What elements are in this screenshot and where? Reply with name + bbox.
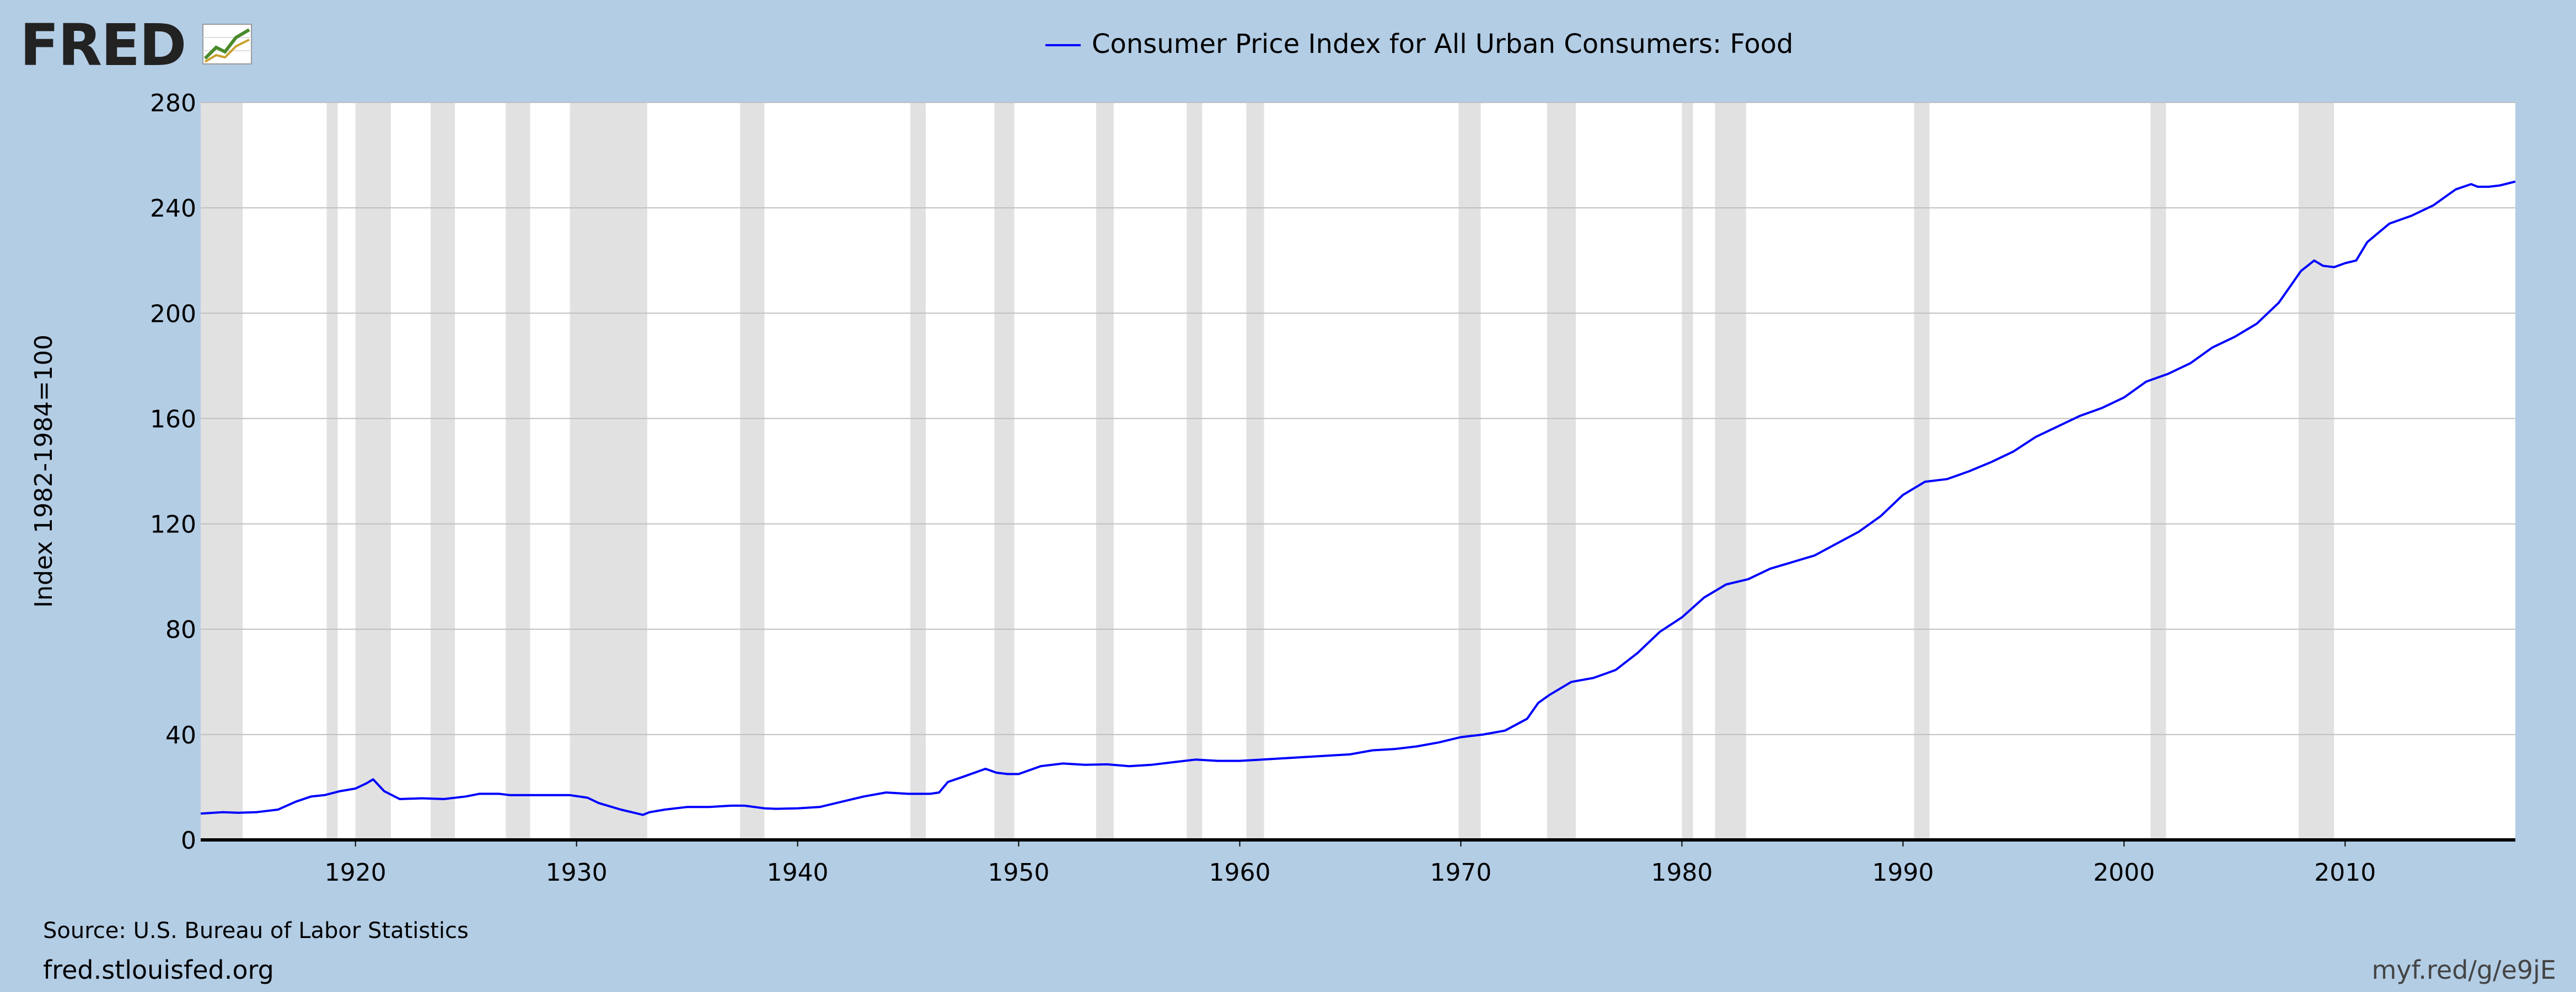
recession-band: [355, 103, 391, 840]
recession-band: [910, 103, 926, 840]
recession-band: [201, 103, 243, 840]
fred-logo-text: FRED: [20, 12, 186, 79]
x-tick-label: 1920: [325, 859, 387, 887]
x-tick-label: 1960: [1209, 859, 1270, 887]
legend: Consumer Price Index for All Urban Consu…: [1045, 29, 1794, 60]
recession-band: [1458, 103, 1481, 840]
recession-band: [1682, 103, 1693, 840]
x-tick-label: 2010: [2314, 859, 2376, 887]
recession-band: [1914, 103, 1930, 840]
x-tick-label: 1990: [1872, 859, 1934, 887]
gridlines: [201, 102, 2515, 735]
y-tick-label: 40: [165, 721, 196, 750]
recession-band: [2299, 103, 2334, 840]
y-tick-label: 80: [165, 616, 196, 644]
fred-line-chart-icon: [202, 24, 252, 64]
legend-label: Consumer Price Index for All Urban Consu…: [1092, 29, 1794, 60]
recession-band: [430, 103, 455, 840]
source-note: Source: U.S. Bureau of Labor Statistics: [43, 918, 469, 944]
recession-band: [740, 103, 765, 840]
recession-band: [1715, 103, 1746, 840]
recession-band: [994, 103, 1015, 840]
series-line: [200, 180, 2516, 816]
plot-area: [201, 103, 2515, 840]
x-tick-label: 1980: [1651, 859, 1713, 887]
y-tick-label: 280: [150, 89, 196, 117]
y-tick-label: 240: [150, 195, 196, 223]
x-tick-label: 1940: [767, 859, 829, 887]
y-tick-label: 120: [150, 511, 196, 539]
x-tick-label: 1950: [988, 859, 1050, 887]
short-link[interactable]: myf.red/g/e9jE: [2371, 955, 2556, 985]
y-axis-ticks: 0 40 80 120 160 200 240 280: [150, 89, 196, 855]
y-tick-label: 160: [150, 405, 196, 433]
x-tick-label: 1930: [546, 859, 608, 887]
x-tick-label: 1970: [1430, 859, 1491, 887]
series-lines: [200, 180, 2516, 816]
x-axis-ticks: 1920 1930 1940 1950 1960 1970 1980 1990 2000 2010: [325, 840, 2376, 887]
recession-band: [570, 103, 647, 840]
recession-shading: [201, 103, 2334, 840]
recession-band: [1096, 103, 1114, 840]
y-tick-label: 0: [181, 827, 196, 855]
y-axis-label: Index 1982-1984=100: [30, 335, 58, 608]
x-tick-label: 2000: [2093, 859, 2155, 887]
fred-logo[interactable]: FRED: [20, 12, 252, 79]
y-tick-label: 200: [150, 300, 196, 328]
recession-band: [1187, 103, 1203, 840]
recession-band: [1246, 103, 1264, 840]
site-link[interactable]: fred.stlouisfed.org: [43, 955, 274, 985]
recession-band: [326, 103, 338, 840]
recession-band: [1547, 103, 1576, 840]
recession-band: [2150, 103, 2166, 840]
recession-band: [506, 103, 530, 840]
